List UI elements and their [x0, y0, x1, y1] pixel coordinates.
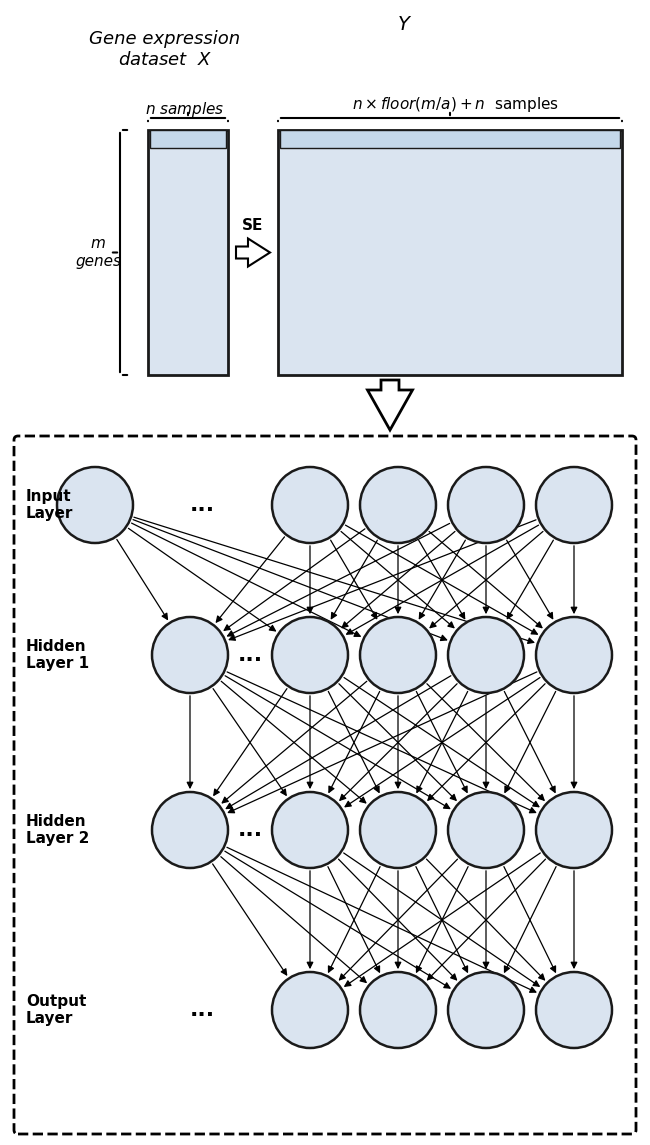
Bar — [148, 131, 228, 376]
Text: Gene expression
dataset  $X$: Gene expression dataset $X$ — [90, 30, 240, 69]
Text: Hidden
Layer 1: Hidden Layer 1 — [26, 639, 89, 671]
Circle shape — [448, 792, 524, 868]
Circle shape — [152, 792, 228, 868]
Bar — [150, 131, 226, 148]
Circle shape — [272, 617, 348, 693]
Text: Output
Layer: Output Layer — [26, 994, 86, 1026]
Text: $m$
genes: $m$ genes — [75, 236, 121, 269]
Circle shape — [536, 972, 612, 1048]
Text: Hidden
Layer 2: Hidden Layer 2 — [26, 814, 90, 846]
Circle shape — [360, 792, 436, 868]
Text: ...: ... — [190, 495, 215, 515]
Circle shape — [272, 467, 348, 543]
Polygon shape — [236, 238, 270, 267]
Text: ...: ... — [237, 820, 263, 840]
Text: ...: ... — [237, 645, 263, 665]
Circle shape — [448, 467, 524, 543]
Text: $n \times floor(m/a)+n$  samples: $n \times floor(m/a)+n$ samples — [352, 95, 558, 115]
Circle shape — [360, 617, 436, 693]
Text: Input
Layer: Input Layer — [26, 489, 73, 521]
Text: ...: ... — [189, 1000, 214, 1020]
FancyBboxPatch shape — [14, 436, 636, 1134]
Bar — [278, 131, 622, 376]
Circle shape — [152, 617, 228, 693]
Text: $n$ samples: $n$ samples — [145, 100, 225, 119]
Circle shape — [272, 792, 348, 868]
Circle shape — [448, 617, 524, 693]
Circle shape — [360, 467, 436, 543]
Circle shape — [536, 792, 612, 868]
Circle shape — [57, 467, 133, 543]
Circle shape — [536, 467, 612, 543]
Text: $Y$: $Y$ — [397, 15, 413, 34]
Bar — [280, 131, 620, 148]
Circle shape — [360, 972, 436, 1048]
Circle shape — [536, 617, 612, 693]
Text: SE: SE — [242, 219, 264, 234]
Circle shape — [448, 972, 524, 1048]
Circle shape — [272, 972, 348, 1048]
Polygon shape — [367, 380, 413, 431]
